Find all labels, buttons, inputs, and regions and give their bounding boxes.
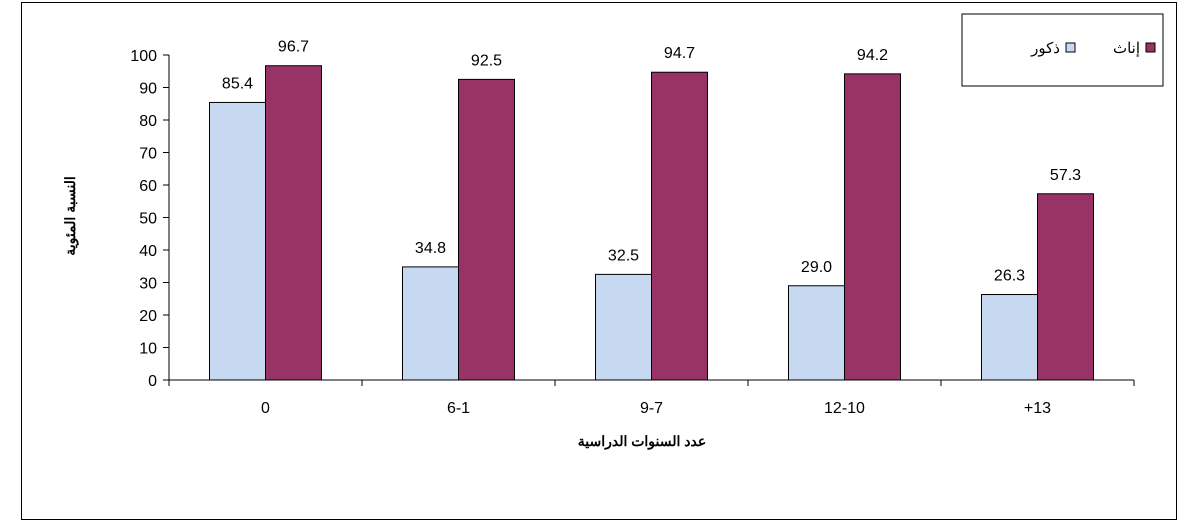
x-tick-label: 0 <box>261 400 270 417</box>
data-label: 94.7 <box>664 45 695 62</box>
y-tick-label: 10 <box>139 341 157 358</box>
bar <box>1037 193 1094 381</box>
y-tick-label: 90 <box>139 81 157 98</box>
bar <box>844 73 901 381</box>
data-label: 92.5 <box>471 52 502 69</box>
bar <box>981 294 1038 381</box>
bar <box>209 101 266 381</box>
data-label: 96.7 <box>278 39 309 56</box>
bar <box>265 65 322 381</box>
data-label: 29.0 <box>801 259 832 276</box>
y-tick-label: 70 <box>139 146 157 163</box>
x-tick-label: +13 <box>1024 400 1051 417</box>
data-labels-group: 85.4 96.7 34.8 92.5 32.5 94.7 29.0 94.2 26.3 57.3 <box>222 39 1081 285</box>
y-tick-label: 100 <box>130 48 157 65</box>
bar <box>595 273 652 381</box>
data-label: 57.3 <box>1050 167 1081 184</box>
bar <box>402 266 459 381</box>
data-label: 34.8 <box>415 240 446 257</box>
legend-label: ذكور <box>1030 40 1060 57</box>
bar <box>651 71 708 381</box>
bar-chart: 0 10 20 30 40 50 60 70 80 90 100 0 6-1 9-7 12-10 +13 8… <box>62 13 1164 450</box>
y-tick-label: 30 <box>139 276 157 293</box>
x-axis-title: عدد السنوات الدراسية <box>578 433 707 450</box>
y-axis: 0 10 20 30 40 50 60 70 80 90 100 <box>130 48 170 390</box>
data-label: 85.4 <box>222 75 253 92</box>
legend-swatch <box>1065 42 1076 53</box>
y-tick-label: 80 <box>139 113 157 130</box>
x-axis: 0 6-1 9-7 12-10 +13 <box>168 379 1135 417</box>
y-tick-label: 60 <box>139 178 157 195</box>
y-tick-label: 40 <box>139 243 157 260</box>
y-tick-label: 0 <box>148 373 157 390</box>
data-label: 32.5 <box>608 247 639 264</box>
chart-frame: 0 10 20 30 40 50 60 70 80 90 100 0 6-1 9-7 12-10 +13 8… <box>21 2 1177 520</box>
bar <box>458 78 515 381</box>
x-tick-label: 6-1 <box>447 400 470 417</box>
y-tick-label: 50 <box>139 211 157 228</box>
bars-group <box>209 65 1094 381</box>
x-tick-label: 12-10 <box>824 400 865 417</box>
legend: ذكور إناث <box>961 13 1164 87</box>
y-axis-title: النسبة المئوية <box>62 176 79 256</box>
y-tick-label: 20 <box>139 308 157 325</box>
legend-swatch <box>1145 42 1156 53</box>
x-tick-label: 9-7 <box>640 400 663 417</box>
data-label: 26.3 <box>994 268 1025 285</box>
bar <box>788 285 845 381</box>
legend-box <box>961 13 1164 87</box>
data-label: 94.2 <box>857 47 888 64</box>
legend-label: إناث <box>1113 40 1140 57</box>
